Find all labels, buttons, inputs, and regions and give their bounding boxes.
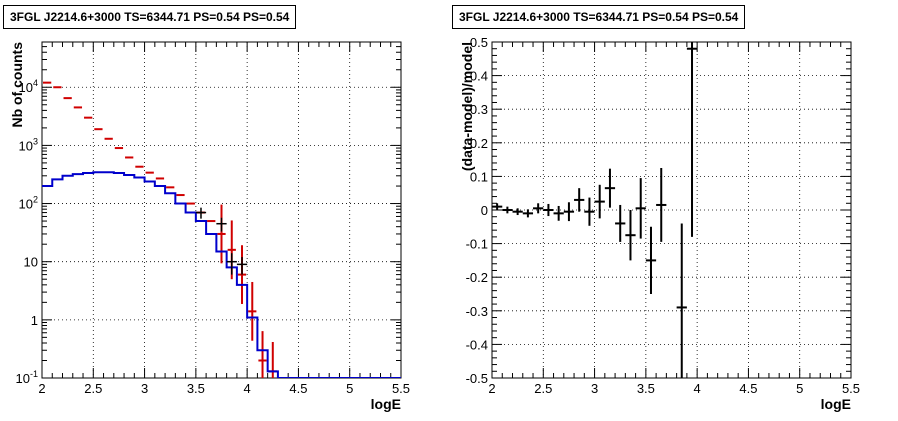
x-tick-label: 5 — [346, 381, 353, 396]
y-tick-label: 103 — [19, 136, 38, 153]
x-tick-label: 3.5 — [187, 381, 205, 396]
spectrum-title: 3FGL J2214.6+3000 TS=6344.71 PS=0.54 PS=… — [3, 5, 297, 29]
y-tick-label: -0.4 — [466, 337, 488, 352]
x-tick-label: 4 — [244, 381, 251, 396]
y-tick-label: 0 — [481, 203, 488, 218]
y-tick-label: 10 — [24, 255, 38, 270]
y-tick-label: -0.5 — [466, 371, 488, 386]
x-axis-label: logE — [371, 396, 401, 412]
y-tick-label: -0.1 — [466, 237, 488, 252]
y-tick-label: 104 — [19, 78, 38, 95]
x-tick-label: 5.5 — [842, 381, 860, 396]
x-tick-label: 5.5 — [392, 381, 410, 396]
y-tick-label: 102 — [19, 195, 38, 212]
y-tick-label: 0.2 — [470, 136, 488, 151]
x-tick-label: 2 — [488, 381, 495, 396]
y-tick-label: 10-1 — [16, 369, 38, 386]
y-tick-label: 1 — [31, 313, 38, 328]
x-tick-label: 2.5 — [84, 381, 102, 396]
y-tick-label: -0.2 — [466, 270, 488, 285]
y-tick-label: 0.3 — [470, 102, 488, 117]
y-axis-label: (data-model)/model — [459, 42, 475, 171]
y-tick-label: -0.3 — [466, 304, 488, 319]
model-step-line — [42, 171, 401, 378]
x-tick-label: 4.5 — [289, 381, 307, 396]
x-tick-label: 2 — [38, 381, 45, 396]
spectrum-plot-area — [42, 81, 401, 378]
y-tick-label: 0.1 — [470, 169, 488, 184]
x-tick-label: 4 — [694, 381, 701, 396]
x-tick-label: 4.5 — [739, 381, 757, 396]
residuals-plot-area — [492, 42, 698, 378]
residuals-title: 3FGL J2214.6+3000 TS=6344.71 PS=0.54 PS=… — [452, 5, 746, 29]
x-tick-label: 3 — [591, 381, 598, 396]
x-tick-label: 3 — [141, 381, 148, 396]
x-axis-label: logE — [821, 396, 851, 412]
x-tick-label: 3.5 — [637, 381, 655, 396]
x-tick-label: 2.5 — [534, 381, 552, 396]
y-tick-label: 0.4 — [470, 69, 488, 84]
plot-frame — [41, 41, 402, 379]
x-tick-label: 5 — [796, 381, 803, 396]
y-tick-label: 0.5 — [470, 35, 488, 50]
y-axis-label: Nb of counts — [9, 42, 25, 128]
